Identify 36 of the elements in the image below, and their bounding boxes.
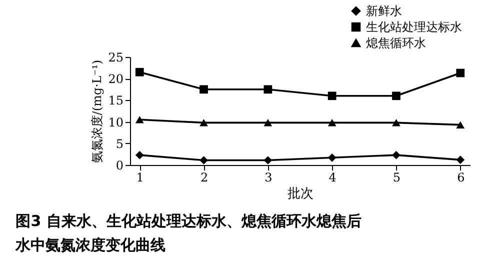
y-tick-label: 10 xyxy=(108,115,124,130)
point xyxy=(328,119,336,126)
point xyxy=(264,85,272,94)
text: 图3 自来水、生化站处理达标水、熄焦循环水熄焦后水中氨氮浓度变化曲线 xyxy=(14,212,362,254)
x-axis-title: 批次 xyxy=(288,186,314,202)
y-tick-label: 15 xyxy=(108,94,124,108)
point xyxy=(264,119,272,126)
point xyxy=(392,150,400,160)
y-axis-title: 氨氮浓度/(mg·L⁻¹) xyxy=(90,60,104,164)
x-tick-label: 4 xyxy=(328,170,337,184)
x-tick-label: 2 xyxy=(200,170,208,184)
y-tick-label: 5 xyxy=(116,136,124,151)
point xyxy=(328,153,336,162)
point xyxy=(456,121,465,128)
point xyxy=(328,92,336,100)
x-tick-label: 3 xyxy=(264,170,272,184)
legend-label: 新鲜水 xyxy=(366,4,402,18)
point xyxy=(456,68,465,78)
point xyxy=(200,119,208,126)
point xyxy=(392,92,400,100)
point xyxy=(200,156,208,164)
point xyxy=(135,150,144,160)
point xyxy=(135,116,144,124)
point xyxy=(200,85,208,94)
point xyxy=(392,119,400,126)
x-tick-label: 1 xyxy=(136,170,144,184)
x-tick-label: 6 xyxy=(457,170,465,184)
legend-label: 生化站处理达标水 xyxy=(366,20,462,34)
y-tick-label: 20 xyxy=(108,72,124,86)
legend-label: 熄焦循环水 xyxy=(366,36,426,50)
point xyxy=(456,156,465,164)
point xyxy=(264,156,272,164)
y-tick-label: 0 xyxy=(116,158,124,172)
y-tick-label: 25 xyxy=(108,50,124,64)
x-tick-label: 5 xyxy=(392,170,401,184)
point xyxy=(135,68,144,76)
